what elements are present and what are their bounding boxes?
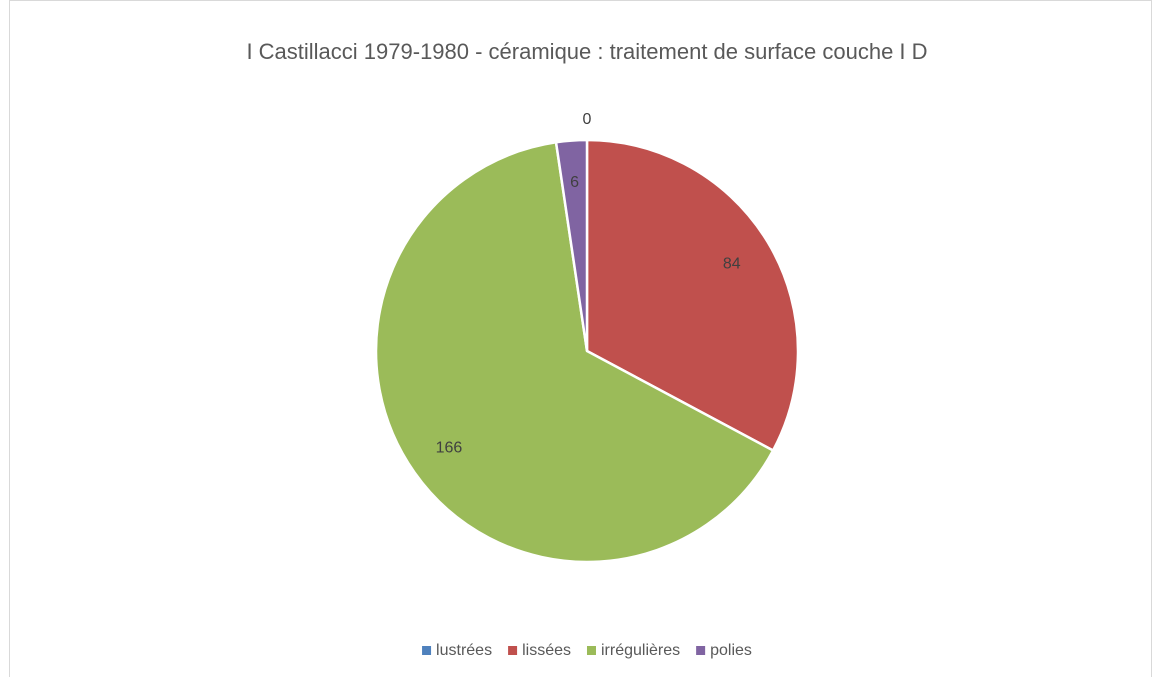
legend-item: lissées [508,642,571,659]
data-labels: 0 84 166 6 [436,111,741,456]
chart-title: I Castillacci 1979-1980 - céramique : tr… [246,39,927,64]
legend-label: irrégulières [601,642,680,659]
legend: lustrées lissées irrégulières polies [422,642,752,659]
pie-slice [374,141,775,564]
pie [374,138,800,564]
legend-label: lissées [522,642,571,659]
pie-slice [554,138,589,353]
legend-item: irrégulières [586,642,680,659]
legend-label: polies [710,642,752,659]
data-label: 0 [583,111,592,128]
legend-swatch [696,646,706,655]
legend-swatch [508,646,518,655]
legend-swatch [586,646,596,655]
pie-slice [585,138,800,452]
legend-swatch [422,646,432,655]
data-label: 166 [436,439,463,456]
legend-label: lustrées [436,642,492,659]
data-label: 84 [723,255,741,272]
data-label: 6 [570,174,579,191]
legend-item: polies [696,642,752,659]
legend-item: lustrées [422,642,492,659]
